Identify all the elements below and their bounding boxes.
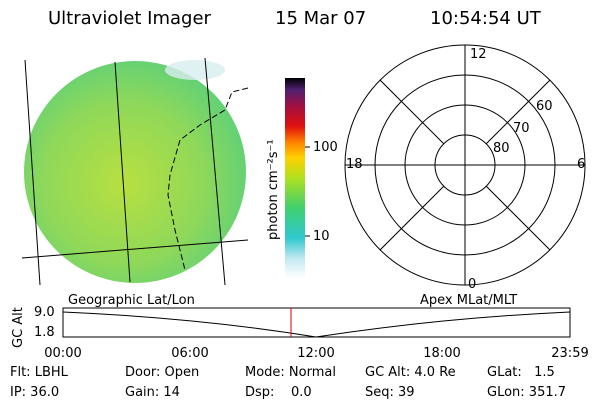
mlt-label: 6 <box>577 157 585 172</box>
info-field: GLat: 1.5 <box>487 365 555 380</box>
mlat-label: 60 <box>536 99 553 114</box>
colorbar-scale <box>285 78 305 278</box>
y-tick: 9.0 <box>34 305 55 320</box>
mlt-label: 12 <box>470 47 487 62</box>
mlt-label: 0 <box>468 277 476 292</box>
limb-haze <box>165 60 225 80</box>
x-tick: 23:59 <box>551 346 588 361</box>
cbar-unit: photon cm⁻²s⁻¹ <box>266 139 281 240</box>
info-field: Door: Open <box>125 365 199 380</box>
info-panel: Flt: LBHL Door: Open Mode: Normal GC Alt: 4… <box>10 365 566 400</box>
coastline <box>167 87 249 271</box>
x-tick: 06:00 <box>171 346 208 361</box>
info-field: Gain: 14 <box>125 385 180 400</box>
auroral-disc <box>24 61 246 283</box>
info-field: GLon: 351.7 <box>487 385 566 400</box>
mlat-label: 70 <box>513 121 530 136</box>
info-field: Mode: Normal <box>245 365 336 380</box>
time: 10:54:54 UT <box>430 8 542 29</box>
uv-image <box>21 57 249 286</box>
y-tick: 1.8 <box>34 325 55 340</box>
plot-frame <box>62 307 571 338</box>
altitude-curve <box>62 311 571 338</box>
colorbar: 100 10 photon cm⁻²s⁻¹ <box>266 78 338 278</box>
info-field: Flt: LBHL <box>10 365 69 380</box>
info-field: Seq: 39 <box>365 385 415 400</box>
header: Ultraviolet Imager 15 Mar 07 10:54:54 UT <box>48 8 542 29</box>
info-field: Dsp: 0.0 <box>245 385 312 400</box>
cbar-tick: 10 <box>313 229 330 244</box>
polar-grid: 12 6 0 18 60 70 80 <box>344 44 586 292</box>
x-tick: 18:00 <box>423 346 460 361</box>
x-tick: 12:00 <box>297 346 334 361</box>
info-field: IP: 36.0 <box>10 385 59 400</box>
instrument: Ultraviolet Imager <box>48 8 212 29</box>
info-field: GC Alt: 4.0 Re <box>365 365 456 380</box>
cbar-tick: 100 <box>313 140 338 155</box>
right-title: Apex MLat/MLT <box>420 293 517 308</box>
altitude-plot: Geographic Lat/Lon Apex MLat/MLT GC Alt … <box>11 293 589 361</box>
y-label: GC Alt <box>11 307 26 348</box>
geo-grid <box>21 57 249 286</box>
date: 15 Mar 07 <box>275 8 366 29</box>
x-tick: 00:00 <box>44 346 81 361</box>
mlt-label: 18 <box>346 157 363 172</box>
left-title: Geographic Lat/Lon <box>68 293 195 308</box>
mlat-label: 80 <box>493 141 510 156</box>
